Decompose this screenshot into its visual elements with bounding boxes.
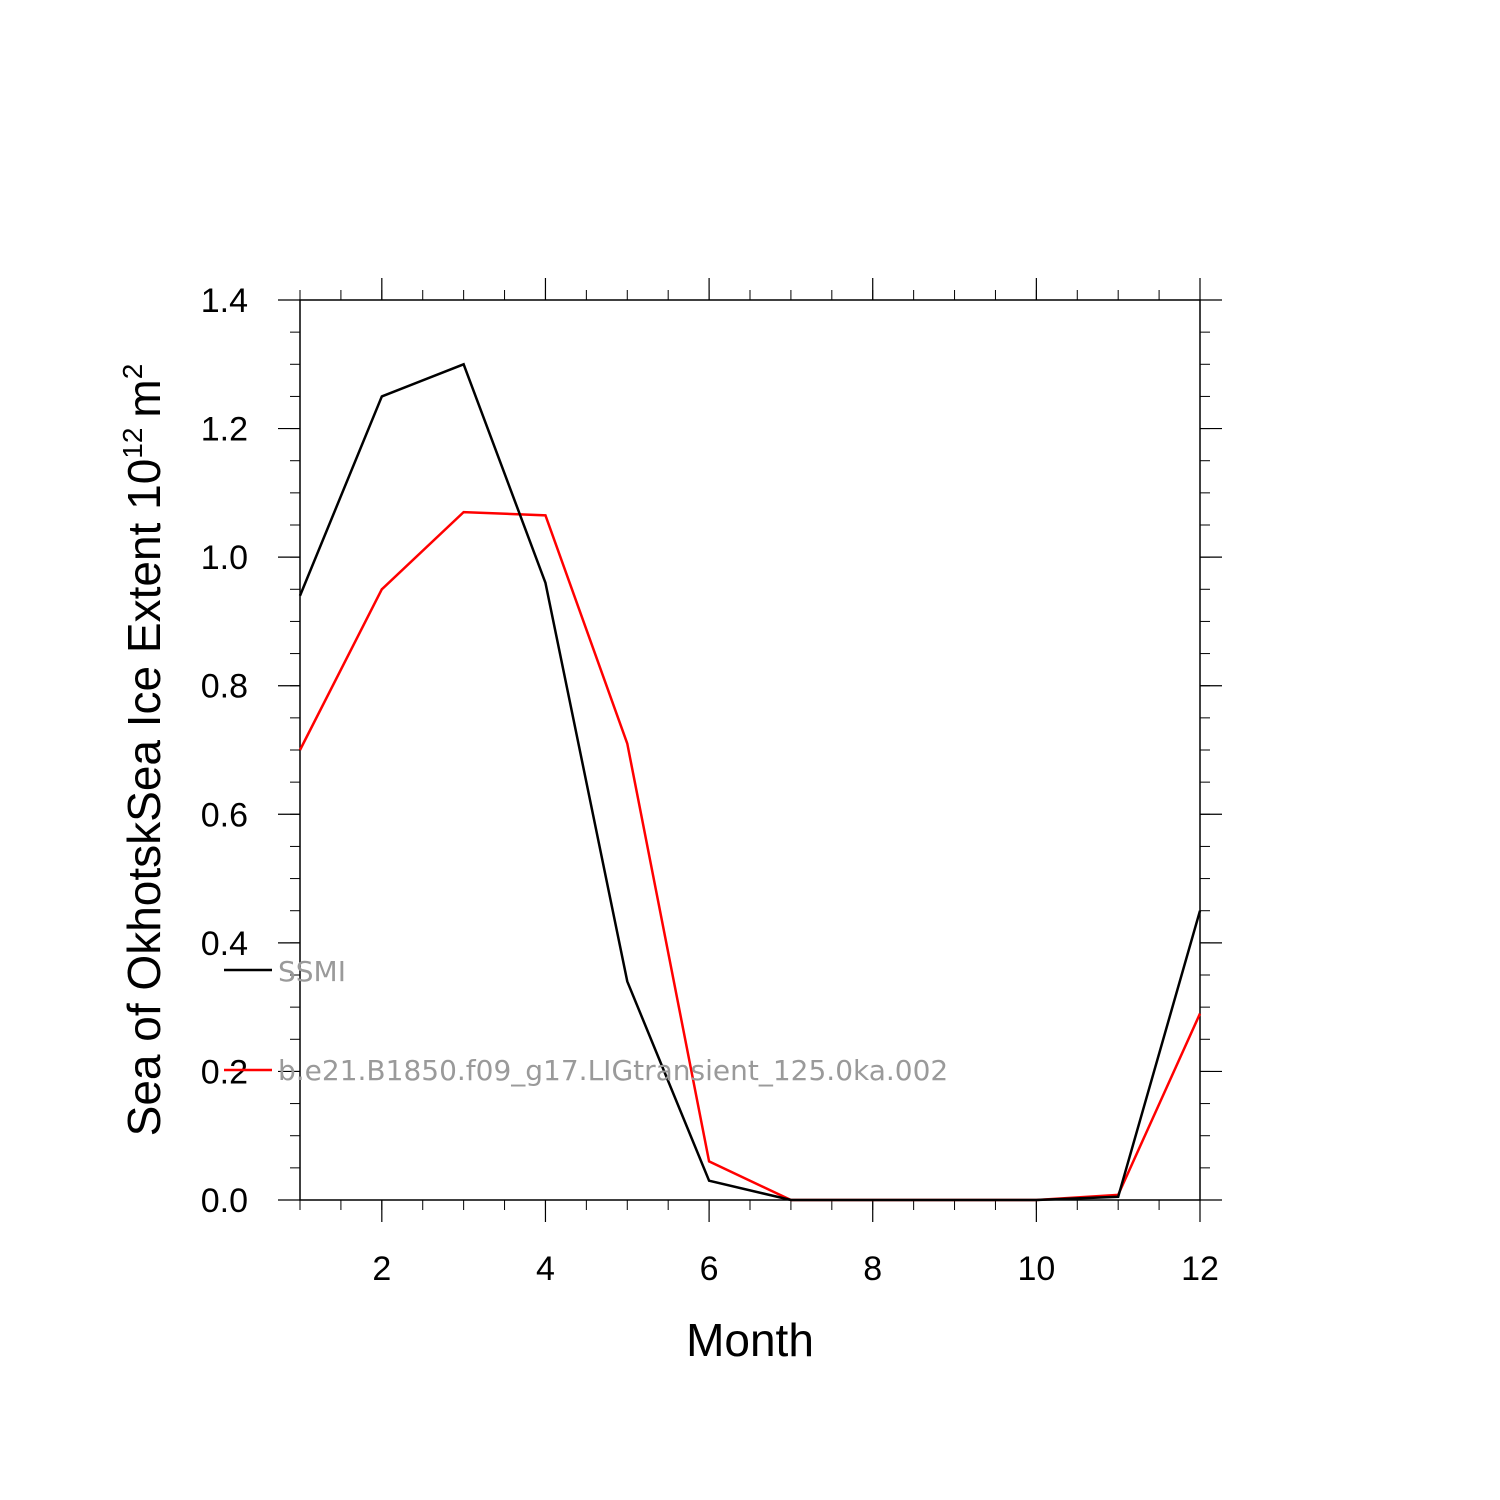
y-tick-label: 0.0 [201,1182,248,1220]
x-tick-label: 6 [700,1250,719,1288]
y-tick-label: 0.6 [201,796,248,834]
x-tick-label: 10 [1017,1250,1055,1288]
x-tick-label: 4 [536,1250,555,1288]
x-tick-label: 2 [372,1250,391,1288]
series-lines [298,362,1202,1202]
legend-label-model: b.e21.B1850.f09_g17.LIGtransient_125.0ka… [278,1054,948,1087]
y-tick-label: 0.8 [201,668,248,706]
major-ticks [278,278,1222,1222]
x-tick-label: 8 [863,1250,882,1288]
legend-label-ssmi: SSMI [278,955,346,988]
y-tick-label: 1.2 [201,411,248,449]
y-tick-label: 0.4 [201,925,248,963]
y-axis-title-unit-exponent: 2 [117,364,148,380]
legend: SSMI b.e21.B1850.f09_g17.LIGtransient_12… [224,955,948,1087]
y-tick-label: 1.0 [201,539,248,577]
y-axis-title-unit: m [118,379,170,417]
x-axis-title: Month [686,1314,814,1366]
y-tick-label: 1.4 [201,282,248,320]
y-axis-title-main: Sea of OkhotskSea Ice Extent 10 [118,459,170,1137]
x-tick-labels: 2 4 6 8 10 12 [372,1250,1219,1288]
y-axis-title: Sea of OkhotskSea Ice Extent 1012 m2 [117,364,170,1137]
y-axis-title-exponent: 12 [117,428,148,459]
series-line-model [298,510,1202,1202]
series-line-ssmi [298,362,1202,1202]
y-tick-label: 0.2 [201,1053,248,1091]
x-tick-label: 12 [1181,1250,1219,1288]
y-tick-labels: 0.0 0.2 0.4 0.6 0.8 1.0 1.2 1.4 [201,282,248,1220]
